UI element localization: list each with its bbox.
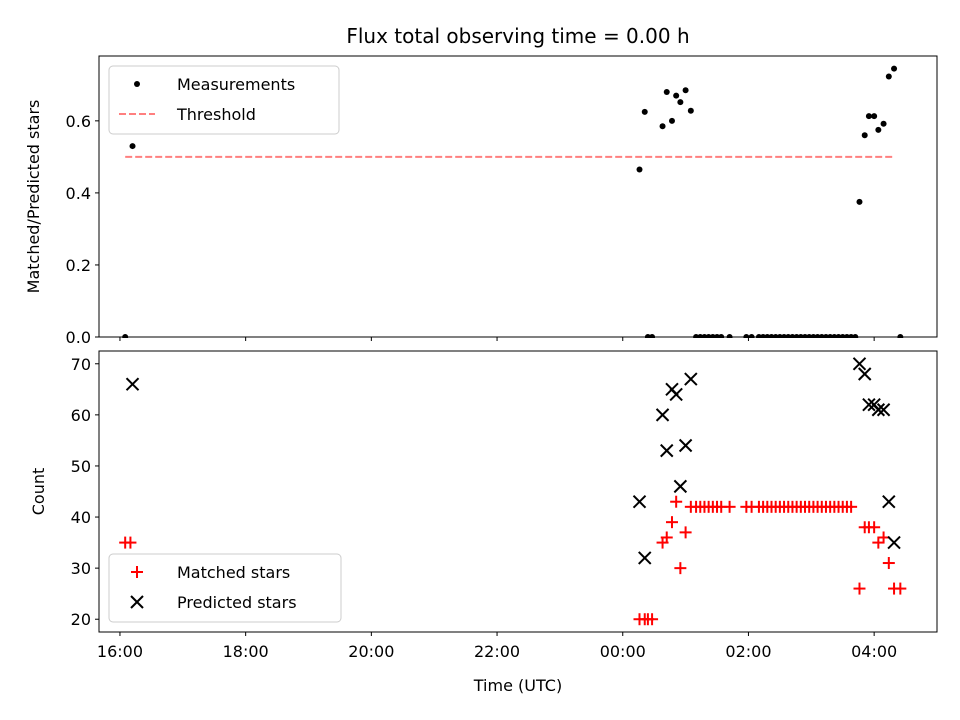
x-tick-label: 16:00 <box>97 642 143 661</box>
predicted-star-marker <box>876 403 891 417</box>
measurement-point <box>748 334 755 338</box>
matched-star-marker <box>670 495 683 508</box>
y-axis-label: Count <box>29 468 48 516</box>
x-tick-label: 18:00 <box>223 642 269 661</box>
y-tick-label: 50 <box>71 457 91 476</box>
matched-star-marker <box>124 536 137 549</box>
x-tick-label: 02:00 <box>725 642 771 661</box>
predicted-star-marker <box>673 479 688 494</box>
top-chart: 0.0 0.2 0.4 0.6 Flux total observing time = … <box>24 24 938 347</box>
legend-label: Predicted stars <box>177 593 297 612</box>
predicted-star-marker <box>858 367 872 381</box>
y-tick-label: 30 <box>71 559 91 578</box>
matched-star-marker <box>882 557 895 570</box>
legend-label: Measurements <box>177 75 295 94</box>
matched-star-marker <box>894 582 907 595</box>
measurement-point <box>718 334 725 338</box>
matched-star-marker <box>665 516 678 529</box>
bottom-chart: 20 30 40 50 60 70 16:00 18:00 20:00 22:00 00:00 02:… <box>29 350 938 695</box>
predicted-star-marker <box>852 357 867 371</box>
y-tick-label: 60 <box>71 406 91 425</box>
measurement-point <box>726 334 733 338</box>
x-tick-label: 04:00 <box>851 642 897 661</box>
measurement-point <box>682 87 689 94</box>
matched-star-marker <box>872 536 885 549</box>
legend-predicted-swatch <box>130 595 144 609</box>
matched-star-marker <box>660 531 673 544</box>
predicted-star-marker <box>632 495 647 509</box>
measurement-point <box>129 143 136 150</box>
measurement-point <box>636 166 643 173</box>
predicted-star-marker <box>684 372 698 386</box>
measurement-point <box>852 334 859 338</box>
x-tick-label: 20:00 <box>348 642 394 661</box>
measurement-point <box>122 334 129 338</box>
plot-frame <box>98 55 938 338</box>
measurement-point <box>891 65 898 72</box>
matched-star-marker <box>679 526 692 539</box>
predicted-star-marker <box>660 443 674 458</box>
measurement-point <box>861 132 868 139</box>
matched-star-marker <box>853 582 866 595</box>
measurement-point <box>673 92 680 99</box>
matched-star-marker <box>674 562 687 575</box>
matched-star-marker <box>723 500 736 513</box>
measurement-point <box>897 334 904 338</box>
predicted-star-marker <box>125 377 140 391</box>
measurement-point <box>865 113 872 120</box>
predicted-star-marker <box>638 551 652 565</box>
y-tick-label: 20 <box>71 610 91 629</box>
measurement-point <box>856 198 863 205</box>
predicted-star-marker <box>678 438 693 453</box>
legend-box <box>108 553 342 623</box>
chart-title: Flux total observing time = 0.00 h <box>346 24 689 48</box>
legend: Matched stars Predicted stars <box>108 553 342 623</box>
measurement-point <box>875 126 882 133</box>
predicted-star-marker <box>887 535 901 550</box>
predicted-star-marker <box>862 397 876 412</box>
matched-star-marker <box>868 521 881 534</box>
y-tick-label: 0.0 <box>66 328 91 347</box>
measurement-point <box>687 107 694 114</box>
x-axis-label: Time (UTC) <box>473 676 562 695</box>
measurement-point <box>649 334 656 338</box>
legend-box <box>108 65 340 135</box>
measurement-point <box>641 108 648 115</box>
predicted-star-marker <box>871 403 886 417</box>
data-layer <box>122 65 904 338</box>
measurement-point <box>880 120 887 127</box>
measurement-point <box>885 73 892 80</box>
measurement-point <box>659 123 666 130</box>
y-tick-label: 40 <box>71 508 91 527</box>
y-tick-label: 0.2 <box>66 256 91 275</box>
legend-measurement-swatch <box>134 81 140 87</box>
measurement-point <box>677 99 684 106</box>
predicted-star-marker <box>669 387 683 402</box>
plot-frame <box>98 350 938 633</box>
x-tick-label: 00:00 <box>600 642 646 661</box>
x-tick-label: 22:00 <box>474 642 520 661</box>
legend-label: Matched stars <box>177 563 290 582</box>
legend-label: Threshold <box>176 105 256 124</box>
y-tick-label: 70 <box>71 355 91 374</box>
matched-star-marker <box>845 500 858 513</box>
measurement-point <box>871 113 878 120</box>
measurement-point <box>668 117 675 124</box>
y-tick-label: 0.4 <box>66 184 91 203</box>
measurement-point <box>743 334 750 338</box>
measurement-point <box>663 89 670 96</box>
matched-star-marker <box>646 613 659 626</box>
predicted-star-marker <box>882 495 896 509</box>
y-axis-label: Matched/Predicted stars <box>24 100 43 294</box>
data-layer <box>119 357 907 626</box>
predicted-star-marker <box>655 408 670 422</box>
legend: Measurements Threshold <box>108 65 340 135</box>
y-tick-label: 0.6 <box>66 112 91 131</box>
